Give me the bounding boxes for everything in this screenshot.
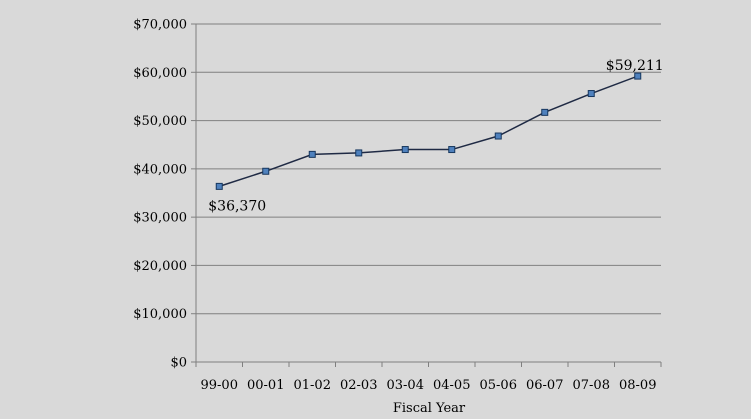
- data-point-marker: [634, 72, 642, 80]
- data-labels: $36,370 $59,211: [208, 58, 663, 214]
- data-point-marker: [494, 132, 502, 140]
- x-axis-tick-label: 02-03: [340, 378, 377, 393]
- x-axis-tick-label: 01-02: [294, 378, 331, 393]
- y-axis-tick-labels: $0 $10,000 $20,000 $30,000 $40,000 $50,000 $60…: [133, 18, 187, 371]
- data-point-marker: [262, 167, 270, 175]
- data-point-marker: [448, 146, 456, 154]
- x-axis-tick-label: 06-07: [526, 378, 563, 393]
- x-axis-tick-label: 00-01: [247, 378, 284, 393]
- y-axis-tick-label: $10,000: [133, 307, 187, 322]
- data-label: $59,211: [606, 58, 664, 74]
- data-point-marker: [355, 149, 363, 157]
- x-axis-tick-label: 05-06: [480, 378, 517, 393]
- y-axis-tick-label: $30,000: [133, 211, 187, 226]
- x-axis-title: Fiscal Year: [393, 401, 466, 416]
- y-axis-tick-label: $70,000: [133, 18, 187, 33]
- x-axis-tick-label: 07-08: [573, 378, 610, 393]
- data-point-marker: [401, 146, 409, 154]
- series: [215, 72, 642, 190]
- data-point-marker: [308, 150, 316, 158]
- x-axis-tick-label: 99-00: [201, 378, 238, 393]
- data-point-marker: [587, 90, 595, 98]
- data-point-marker: [215, 182, 223, 190]
- y-axis-tick-label: $0: [170, 356, 187, 371]
- series-line: [219, 75, 639, 188]
- axes: [191, 23, 662, 367]
- x-axis-tick-label: 08-09: [619, 378, 656, 393]
- data-point-marker: [541, 108, 549, 116]
- y-axis-tick-label: $20,000: [133, 259, 187, 274]
- y-axis-tick-label: $50,000: [133, 114, 187, 129]
- y-axis-tick-label: $40,000: [133, 162, 187, 177]
- x-axis-tick-labels: 99-00 00-01 01-02 02-03 03-04 04-05 05-06 06-07…: [201, 378, 657, 393]
- y-axis-tick-label: $60,000: [133, 66, 187, 81]
- data-label: $36,370: [208, 198, 266, 214]
- x-axis-tick-label: 03-04: [387, 378, 424, 393]
- x-axis-tick-label: 04-05: [433, 378, 470, 393]
